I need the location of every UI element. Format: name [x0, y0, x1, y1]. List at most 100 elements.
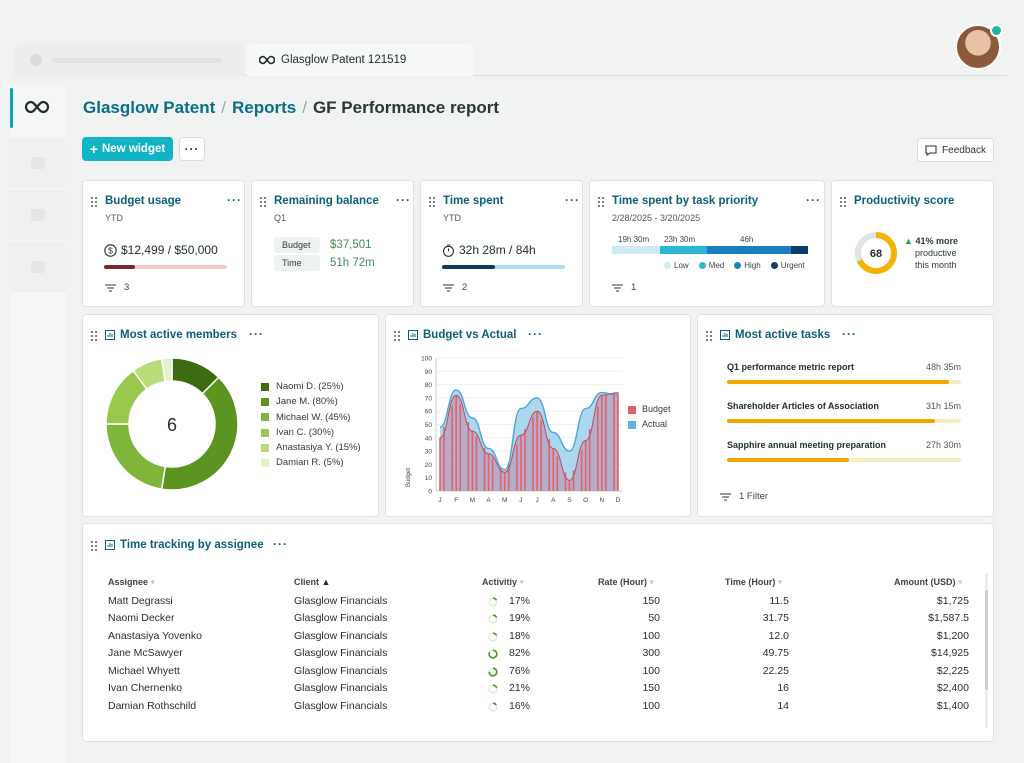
- breadcrumb: Glasglow Patent / Reports / GF Performan…: [83, 98, 499, 118]
- card-title: Most active tasks: [735, 329, 831, 341]
- card-filter[interactable]: 1: [612, 282, 636, 293]
- legend-item[interactable]: Actual: [628, 417, 671, 432]
- legend-label: Michael W. (45%): [276, 411, 351, 423]
- legend-label: Damian R. (5%): [276, 457, 344, 469]
- breadcrumb-section[interactable]: Reports: [231, 98, 297, 117]
- more-options-button[interactable]: ···: [179, 137, 205, 161]
- card-menu-button[interactable]: ···: [842, 327, 857, 341]
- cell-amount: $2,225: [936, 665, 969, 677]
- task-row: Sapphire annual meeting preparation 27h 3…: [727, 440, 961, 450]
- y-tick-label: 70: [425, 395, 433, 402]
- x-tick-label: J: [535, 497, 538, 504]
- table-scrollbar-thumb[interactable]: [985, 590, 988, 690]
- drag-handle-icon[interactable]: [90, 196, 98, 208]
- task-time: 31h 15m: [925, 401, 961, 411]
- drag-handle-icon[interactable]: [839, 196, 847, 208]
- legend-label: Jane M. (80%): [276, 396, 338, 408]
- card-filter[interactable]: 2: [443, 282, 467, 293]
- active-tab[interactable]: Glasglow Patent 121519: [247, 44, 473, 76]
- med-segment[interactable]: [660, 246, 707, 254]
- budget-chip: Budget: [274, 237, 320, 253]
- cell-time: 22.25: [762, 665, 789, 677]
- y-tick-label: 0: [428, 489, 432, 496]
- legend-item[interactable]: Damian R. (5%): [261, 455, 361, 470]
- donut-slice[interactable]: [160, 376, 239, 491]
- sort-icon: ▾: [958, 577, 963, 587]
- stopwatch-icon: [442, 243, 455, 257]
- time-balance-row: Time 51h 72m: [274, 255, 375, 271]
- remaining-balance-card: Remaining balance ··· Q1 Budget $37,501 …: [251, 180, 414, 307]
- card-period: YTD: [443, 213, 461, 223]
- card-title: Productivity score: [854, 195, 955, 207]
- cell-activity: 18%: [508, 630, 530, 642]
- ring-fill: [488, 649, 498, 659]
- card-menu-button[interactable]: ···: [528, 327, 543, 341]
- task-item[interactable]: Q1 performance metric report 48h 35m: [727, 362, 961, 384]
- activity-ring-icon: [488, 702, 498, 712]
- new-widget-button[interactable]: + New widget: [82, 137, 173, 161]
- task-item[interactable]: Sapphire annual meeting preparation 27h 3…: [727, 440, 961, 462]
- productivity-delta: ▲ 41% more productive this month: [904, 235, 958, 271]
- card-menu-button[interactable]: ···: [396, 193, 411, 207]
- infinity-logo-icon[interactable]: [24, 98, 50, 116]
- legend-item[interactable]: Anastasiya Y. (15%): [261, 440, 361, 455]
- delta-text: 41% more: [915, 236, 958, 246]
- x-tick-label: J: [519, 497, 522, 504]
- card-menu-button[interactable]: ···: [806, 193, 821, 207]
- filter-icon: [443, 283, 454, 292]
- card-menu-button[interactable]: ···: [273, 537, 288, 551]
- feedback-label: Feedback: [942, 144, 986, 156]
- card-title: Budget usage: [105, 195, 182, 207]
- feedback-button[interactable]: Feedback: [917, 138, 994, 162]
- sidebar-item-placeholder[interactable]: [10, 138, 66, 188]
- score-value: 68: [870, 248, 882, 260]
- tasks-filter[interactable]: 1 Filter: [720, 491, 768, 502]
- task-item[interactable]: Shareholder Articles of Association 31h 1…: [727, 401, 961, 423]
- task-progress-fill: [727, 458, 849, 462]
- sidebar-item-placeholder[interactable]: [10, 242, 66, 292]
- task-row: Q1 performance metric report 48h 35m: [727, 362, 961, 372]
- column-header-amount[interactable]: Amount (USD) ▾: [894, 577, 963, 588]
- urgent-segment[interactable]: [791, 246, 808, 254]
- ring-track: [488, 614, 498, 624]
- tab-favicon: [30, 54, 42, 66]
- column-header-rate[interactable]: Rate (Hour) ▾: [598, 577, 654, 588]
- cell-client: Glasglow Financials: [294, 665, 388, 677]
- drag-handle-icon[interactable]: [90, 330, 98, 342]
- card-menu-button[interactable]: ···: [249, 327, 264, 341]
- cell-activity: 21%: [508, 682, 530, 694]
- legend-item[interactable]: Ivan C. (30%): [261, 425, 361, 440]
- donut-slice[interactable]: [105, 423, 167, 491]
- drag-handle-icon[interactable]: [428, 196, 436, 208]
- legend-item[interactable]: Jane M. (80%): [261, 394, 361, 409]
- donut-slice[interactable]: [160, 357, 173, 383]
- card-menu-button[interactable]: ···: [565, 193, 580, 207]
- cell-assignee: Damian Rothschild: [108, 700, 197, 712]
- drag-handle-icon[interactable]: [597, 196, 605, 208]
- legend-item[interactable]: Naomi D. (25%): [261, 379, 361, 394]
- cell-rate: 100: [642, 665, 660, 677]
- inactive-tab[interactable]: [14, 44, 244, 76]
- column-header-time[interactable]: Time (Hour) ▾: [725, 577, 782, 588]
- column-header-activity[interactable]: Activitiy ▾: [482, 577, 524, 588]
- cell-assignee: Ivan Chernenko: [108, 682, 183, 694]
- low-segment[interactable]: [612, 246, 660, 254]
- sidebar-item-placeholder[interactable]: [10, 190, 66, 240]
- breadcrumb-project[interactable]: Glasglow Patent: [83, 98, 216, 117]
- cell-activity: 16%: [508, 700, 530, 712]
- drag-handle-icon[interactable]: [393, 330, 401, 342]
- delta-line: productive: [915, 248, 957, 258]
- column-header-client[interactable]: Client ▲: [294, 577, 330, 587]
- card-filter[interactable]: 3: [105, 282, 129, 293]
- legend-item[interactable]: Budget: [628, 402, 671, 417]
- card-menu-button[interactable]: ···: [227, 193, 242, 207]
- high-segment[interactable]: [707, 246, 791, 254]
- budget-amount: $12,499 / $50,000: [121, 243, 218, 257]
- legend-item[interactable]: Michael W. (45%): [261, 410, 361, 425]
- drag-handle-icon[interactable]: [705, 330, 713, 342]
- delta-line: ▲ 41% more: [904, 235, 958, 247]
- drag-handle-icon[interactable]: [259, 196, 267, 208]
- column-header-assignee[interactable]: Assignee ▾: [108, 577, 155, 588]
- members-legend: Naomi D. (25%) Jane M. (80%) Michael W. …: [261, 379, 361, 471]
- drag-handle-icon[interactable]: [90, 540, 98, 552]
